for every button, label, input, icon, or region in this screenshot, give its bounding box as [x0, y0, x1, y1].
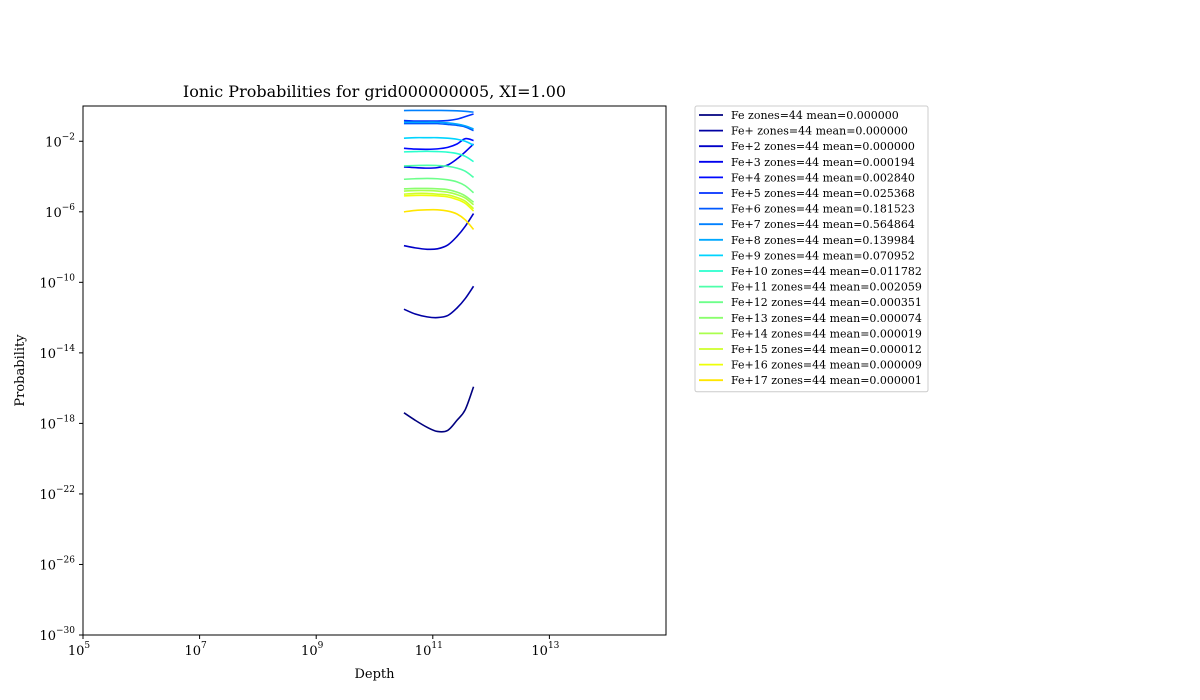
legend-item: Fe+5 zones=44 mean=0.025368 — [699, 187, 915, 200]
legend-label: Fe+2 zones=44 mean=0.000000 — [731, 140, 915, 153]
y-tick-label: 10−14 — [39, 344, 75, 362]
x-tick-label: 107 — [184, 641, 207, 659]
legend-item: Fe zones=44 mean=0.000000 — [699, 109, 899, 122]
legend-label: Fe+7 zones=44 mean=0.564864 — [731, 218, 915, 231]
series-line-1 — [403, 285, 475, 319]
series-lines — [403, 109, 475, 433]
legend-item: Fe+2 zones=44 mean=0.000000 — [699, 140, 915, 153]
series-line-2 — [403, 213, 475, 251]
y-tick-label: 10−10 — [39, 273, 75, 291]
legend-label: Fe+8 zones=44 mean=0.139984 — [731, 234, 915, 247]
legend-item: Fe+17 zones=44 mean=0.000001 — [699, 374, 922, 387]
series-line-14 — [403, 189, 475, 206]
series-line-13 — [403, 187, 475, 203]
series-line-3 — [403, 143, 475, 169]
x-tick-label: 105 — [68, 641, 91, 659]
y-axis-label: Probability — [13, 334, 28, 407]
series-line-6 — [403, 122, 474, 132]
series-line-11 — [403, 164, 475, 178]
legend-label: Fe+12 zones=44 mean=0.000351 — [731, 296, 922, 309]
series-line-8 — [403, 121, 474, 130]
y-tick-label: 10−18 — [39, 414, 75, 432]
legend-item: Fe+7 zones=44 mean=0.564864 — [699, 218, 915, 231]
series-line-9 — [403, 136, 474, 146]
legend-label: Fe+9 zones=44 mean=0.070952 — [731, 249, 915, 262]
y-tick-label: 10−26 — [39, 555, 75, 573]
legend-label: Fe+4 zones=44 mean=0.002840 — [731, 171, 915, 184]
legend-item: Fe+16 zones=44 mean=0.000009 — [699, 359, 922, 372]
plot-area-frame — [82, 105, 667, 636]
legend-label: Fe+16 zones=44 mean=0.000009 — [731, 359, 922, 372]
series-line-15 — [403, 192, 475, 210]
legend-item: Fe+ zones=44 mean=0.000000 — [699, 125, 908, 138]
legend-item: Fe+10 zones=44 mean=0.011782 — [699, 265, 922, 278]
y-tick-label: 10−22 — [39, 485, 75, 503]
legend-item: Fe+11 zones=44 mean=0.002059 — [699, 281, 922, 294]
legend-label: Fe+10 zones=44 mean=0.011782 — [731, 265, 922, 278]
legend-item: Fe+8 zones=44 mean=0.139984 — [699, 234, 915, 247]
legend-item: Fe+6 zones=44 mean=0.181523 — [699, 203, 915, 216]
legend-item: Fe+14 zones=44 mean=0.000019 — [699, 327, 922, 340]
legend-label: Fe zones=44 mean=0.000000 — [731, 109, 899, 122]
legend-label: Fe+5 zones=44 mean=0.025368 — [731, 187, 915, 200]
x-axis-ticks: 105 107 109 1011 1013 — [68, 635, 560, 659]
chart-title: Ionic Probabilities for grid000000005, X… — [183, 82, 566, 101]
series-line-12 — [403, 177, 475, 194]
legend-item: Fe+13 zones=44 mean=0.000074 — [699, 312, 922, 325]
x-axis-label: Depth — [354, 667, 395, 682]
legend-label: Fe+11 zones=44 mean=0.002059 — [731, 281, 922, 294]
series-line-10 — [403, 150, 474, 163]
series-line-0 — [403, 386, 475, 433]
legend-label: Fe+17 zones=44 mean=0.000001 — [731, 374, 922, 387]
legend-item: Fe+12 zones=44 mean=0.000351 — [699, 296, 922, 309]
series-line-7 — [403, 109, 474, 113]
legend-label: Fe+6 zones=44 mean=0.181523 — [731, 203, 915, 216]
legend-label: Fe+ zones=44 mean=0.000000 — [731, 125, 908, 138]
y-tick-label: 10−30 — [39, 626, 75, 644]
legend: Fe zones=44 mean=0.000000 Fe+ zones=44 me… — [694, 105, 929, 393]
legend-item: Fe+15 zones=44 mean=0.000012 — [699, 343, 922, 356]
series-line-16 — [403, 194, 475, 212]
y-tick-label: 10−2 — [45, 132, 75, 150]
legend-label: Fe+13 zones=44 mean=0.000074 — [731, 312, 922, 325]
y-tick-label: 10−6 — [45, 203, 75, 221]
legend-label: Fe+15 zones=44 mean=0.000012 — [731, 343, 922, 356]
legend-label: Fe+14 zones=44 mean=0.000019 — [731, 327, 922, 340]
series-line-5 — [403, 113, 474, 122]
series-line-17 — [403, 208, 475, 230]
x-tick-label: 1013 — [531, 641, 559, 659]
legend-item: Fe+9 zones=44 mean=0.070952 — [699, 249, 915, 262]
legend-box — [694, 105, 929, 393]
legend-label: Fe+3 zones=44 mean=0.000194 — [731, 156, 915, 169]
legend-item: Fe+3 zones=44 mean=0.000194 — [699, 156, 915, 169]
x-tick-label: 1011 — [415, 641, 443, 659]
legend-item: Fe+4 zones=44 mean=0.002840 — [699, 171, 915, 184]
series-line-4 — [403, 137, 474, 151]
x-tick-label: 109 — [301, 641, 324, 659]
y-axis-ticks: 10−2 10−6 10−10 10−14 10−18 10−22 10−26 10−30 — [39, 132, 83, 644]
